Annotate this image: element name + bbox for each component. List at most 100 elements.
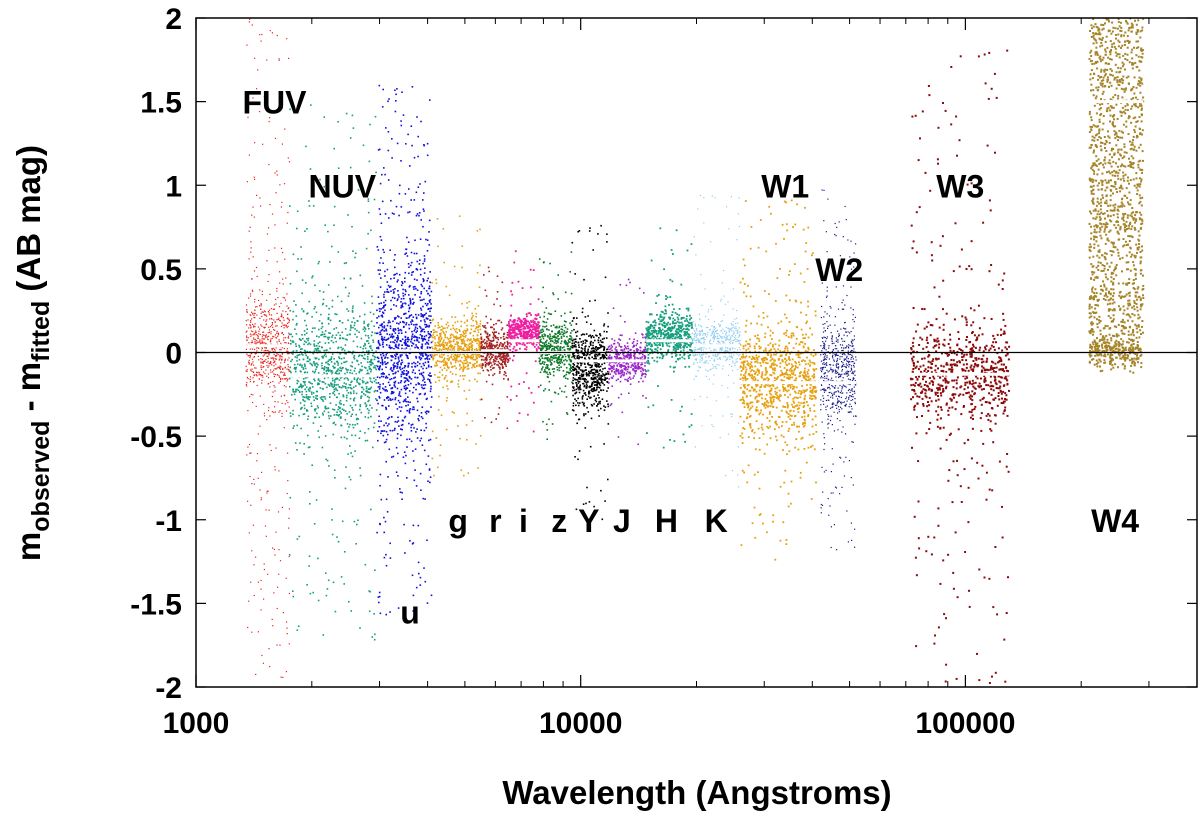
point-r [504,341,506,344]
point-g [437,344,440,347]
point-nuv [293,363,296,366]
point-u [430,331,432,333]
point-fuv [281,353,283,355]
point-fuv [273,548,275,550]
point-fuv [251,340,253,342]
point-i [532,336,534,339]
point-u [378,395,380,398]
point-u [414,346,416,349]
point-fuv [264,338,266,340]
point-g [442,359,445,361]
point-i [525,313,528,316]
point-g [465,359,468,361]
point-r [502,343,504,346]
point-fuv [285,386,287,388]
point-i [536,330,538,333]
point-nuv [306,397,309,400]
point-g [475,348,478,350]
point-nuv [296,210,299,213]
point-fuv [268,164,270,166]
point-fuv [262,662,264,664]
point-u [380,257,382,259]
point-nuv [317,347,320,350]
point-fuv [261,471,263,473]
point-nuv [327,360,330,362]
point-nuv [333,414,336,416]
point-g [463,314,465,317]
point-y [593,403,595,405]
point-fuv [266,375,268,377]
point-nuv [289,496,292,499]
point-fuv [274,355,277,357]
series-u [376,84,433,616]
point-u [413,156,416,159]
point-nuv [347,369,349,371]
point-z [542,320,544,323]
point-fuv [270,338,272,340]
point-z [541,354,543,356]
point-nuv [360,411,363,414]
point-u [398,425,400,427]
point-g [461,356,463,359]
point-fuv [285,325,287,327]
point-r [501,352,504,355]
point-fuv [264,311,266,313]
point-r [497,364,500,367]
point-g [438,337,440,339]
point-r [492,359,495,361]
point-r [492,374,494,377]
point-z [563,335,565,337]
point-fuv [269,314,271,316]
point-u [407,364,410,367]
point-fuv [279,184,281,186]
point-g [467,472,470,474]
point-fuv [265,358,267,361]
point-r [490,421,493,424]
point-nuv [304,400,306,403]
point-u [407,263,410,265]
point-g [462,368,464,371]
point-nuv [331,508,333,510]
point-u [425,463,428,466]
point-u [427,308,429,310]
point-nuv [326,588,329,590]
point-g [474,358,477,361]
point-nuv [331,371,334,374]
point-nuv [309,382,312,384]
point-g [437,466,439,469]
point-fuv [272,357,274,359]
point-fuv [267,355,269,357]
point-g [474,339,477,341]
point-nuv [332,581,335,584]
point-u [389,285,392,288]
point-nuv [320,396,323,398]
point-nuv [370,320,373,323]
point-y [583,353,586,356]
point-z [539,362,541,365]
point-fuv [256,371,258,373]
point-u [381,361,384,364]
point-fuv [256,375,258,377]
point-u [427,333,430,335]
point-u [393,365,395,367]
point-fuv [259,339,261,341]
point-fuv [256,347,258,349]
point-fuv [258,359,260,361]
point-y [583,392,586,395]
point-z [551,347,554,350]
point-nuv [314,348,316,350]
point-r [497,360,500,363]
point-z [559,348,561,351]
point-g [443,344,446,347]
point-nuv [372,426,375,429]
point-u [394,380,397,383]
point-g [446,342,449,344]
point-nuv [304,230,306,232]
point-nuv [314,370,316,373]
point-nuv [320,425,322,427]
point-nuv [309,343,312,346]
point-z [548,348,551,350]
point-u [377,296,380,298]
point-nuv [344,487,347,490]
point-u [417,418,419,420]
